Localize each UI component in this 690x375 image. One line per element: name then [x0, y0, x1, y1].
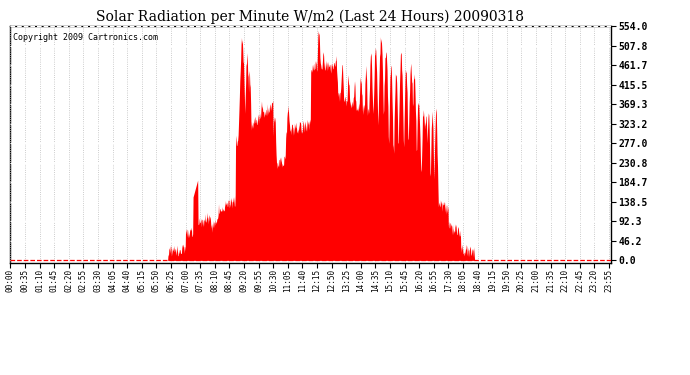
Text: Copyright 2009 Cartronics.com: Copyright 2009 Cartronics.com: [13, 33, 158, 42]
Title: Solar Radiation per Minute W/m2 (Last 24 Hours) 20090318: Solar Radiation per Minute W/m2 (Last 24…: [97, 9, 524, 24]
